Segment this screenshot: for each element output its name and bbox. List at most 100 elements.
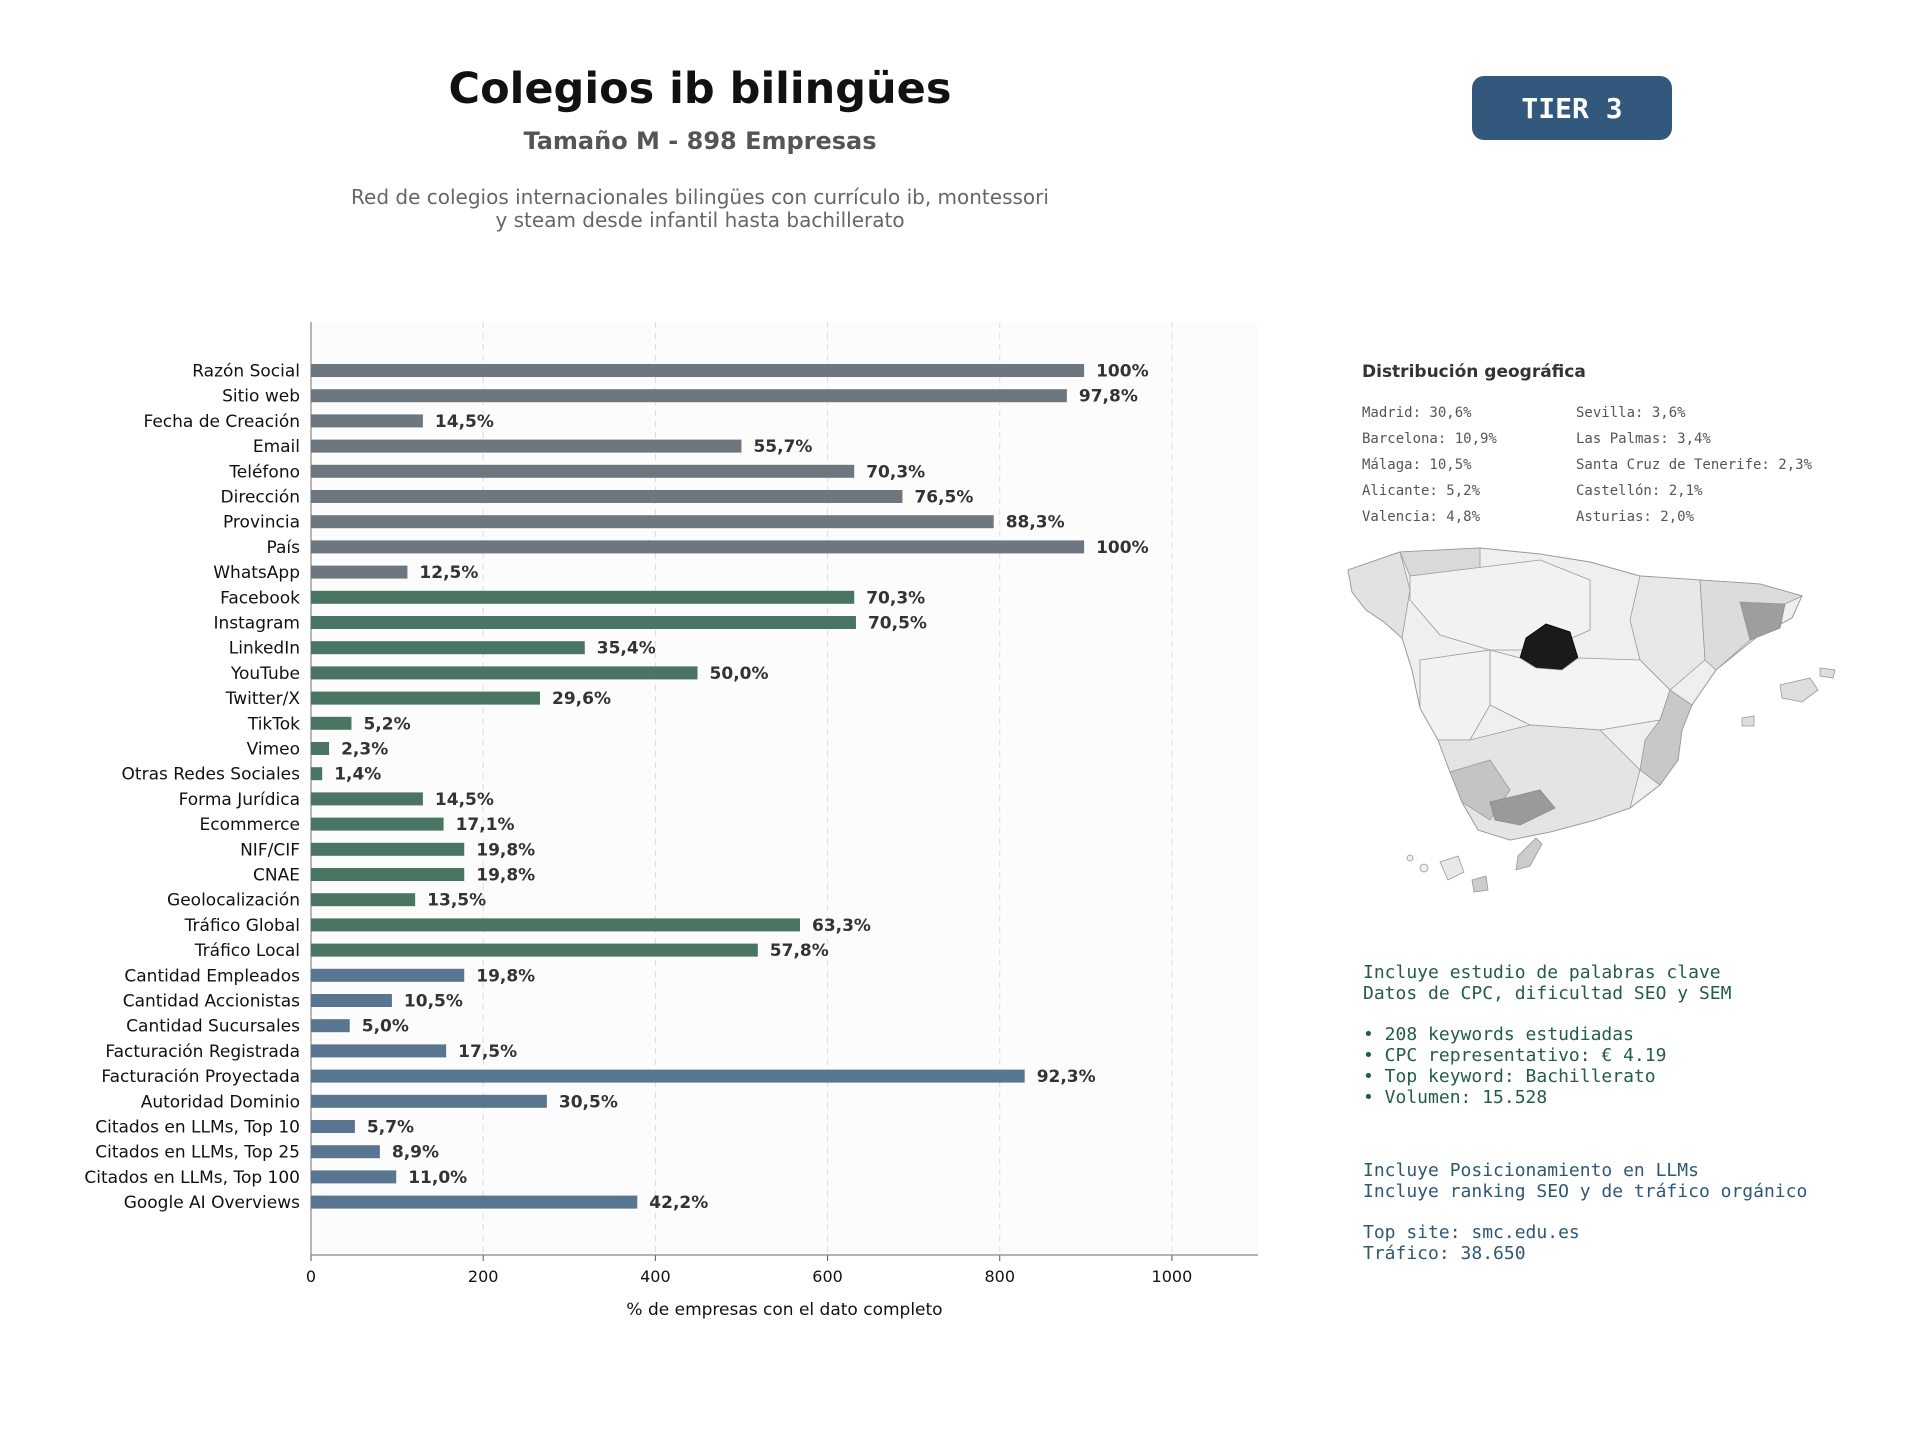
value-label: 70,3% bbox=[866, 588, 925, 608]
category-label: TikTok bbox=[247, 714, 300, 734]
geo-item: Alicante: 5,2% bbox=[1362, 483, 1481, 499]
value-label: 100% bbox=[1096, 362, 1149, 382]
bar bbox=[311, 968, 465, 982]
bar bbox=[311, 842, 465, 856]
value-label: 55,7% bbox=[753, 437, 812, 457]
bar bbox=[311, 616, 856, 629]
value-label: 100% bbox=[1096, 538, 1149, 558]
page-description: Red de colegios internacionales bilingüe… bbox=[0, 186, 1400, 232]
x-tick-label: 800 bbox=[984, 1267, 1015, 1286]
category-label: NIF/CIF bbox=[240, 840, 300, 860]
category-label: Tráfico Global bbox=[184, 916, 300, 936]
llm-traffic: Tráfico: 38.650 bbox=[1363, 1243, 1526, 1264]
map-canary-gran-canaria bbox=[1471, 875, 1489, 893]
map-region-valencia bbox=[1639, 689, 1693, 786]
keywords-info: Incluye estudio de palabras clave Datos … bbox=[1363, 962, 1731, 1108]
bar bbox=[311, 540, 1085, 554]
category-label: Cantidad Accionistas bbox=[123, 992, 300, 1012]
geo-item: Castellón: 2,1% bbox=[1576, 483, 1703, 499]
bar bbox=[311, 1044, 447, 1058]
keywords-bullet: • CPC representativo: € 4.19 bbox=[1363, 1045, 1667, 1066]
bar bbox=[311, 641, 585, 655]
category-label: YouTube bbox=[230, 664, 300, 684]
value-label: 30,5% bbox=[559, 1092, 618, 1112]
bar bbox=[311, 893, 416, 907]
category-label: Ecommerce bbox=[200, 815, 301, 835]
value-label: 8,9% bbox=[392, 1143, 439, 1163]
bar-chart: 0 200 400 600 800 1000 Razón Social 100% Sitio w… bbox=[84, 322, 1258, 1320]
bar bbox=[311, 439, 742, 453]
category-label: Instagram bbox=[214, 614, 301, 634]
category-label: Cantidad Sucursales bbox=[126, 1017, 300, 1037]
bar bbox=[311, 464, 855, 478]
value-label: 13,5% bbox=[427, 891, 486, 911]
category-label: Citados en LLMs, Top 10 bbox=[95, 1118, 300, 1138]
bar bbox=[311, 389, 1067, 403]
bar bbox=[311, 1195, 638, 1209]
keywords-bullet: • 208 keywords estudiadas bbox=[1363, 1024, 1634, 1045]
llm-top-site: Top site: smc.edu.es bbox=[1363, 1222, 1580, 1243]
map-canary-islet bbox=[1419, 863, 1429, 873]
value-label: 11,0% bbox=[408, 1168, 467, 1188]
category-label: Sitio web bbox=[222, 387, 300, 407]
category-label: Facturación Registrada bbox=[105, 1042, 300, 1062]
llm-info: Incluye Posicionamiento en LLMs Incluye … bbox=[1363, 1160, 1807, 1264]
category-label: Fecha de Creación bbox=[143, 412, 300, 432]
bar bbox=[311, 817, 444, 831]
category-label: CNAE bbox=[253, 866, 300, 886]
geo-item: Barcelona: 10,9% bbox=[1362, 431, 1497, 447]
bar bbox=[311, 364, 1085, 377]
bar bbox=[311, 414, 423, 428]
keywords-bullet: • Volumen: 15.528 bbox=[1363, 1087, 1548, 1108]
map-balearic-ibiza bbox=[1741, 715, 1755, 727]
category-label: Teléfono bbox=[228, 462, 300, 482]
value-label: 17,5% bbox=[458, 1042, 517, 1062]
bar bbox=[311, 994, 392, 1007]
page-title: Colegios ib bilingües bbox=[448, 64, 952, 114]
value-label: 14,5% bbox=[435, 790, 494, 810]
geo-item: Sevilla: 3,6% bbox=[1576, 405, 1686, 421]
map-region-galicia bbox=[1347, 551, 1411, 639]
category-label: Email bbox=[253, 437, 300, 457]
bar bbox=[311, 868, 465, 881]
bar bbox=[311, 792, 423, 806]
value-label: 70,3% bbox=[866, 462, 925, 482]
description-line-2: y steam desde infantil hasta bachillerat… bbox=[495, 208, 905, 232]
map-balearic-majorca bbox=[1779, 677, 1819, 703]
geo-item: Las Palmas: 3,4% bbox=[1576, 431, 1711, 447]
category-label: Razón Social bbox=[192, 362, 300, 382]
value-label: 57,8% bbox=[770, 941, 829, 961]
value-label: 5,7% bbox=[367, 1118, 414, 1138]
description-line-1: Red de colegios internacionales bilingüe… bbox=[351, 185, 1049, 209]
value-label: 5,0% bbox=[362, 1017, 409, 1037]
bar bbox=[311, 742, 330, 755]
geo-item: Málaga: 10,5% bbox=[1362, 457, 1472, 473]
category-label: Otras Redes Sociales bbox=[122, 765, 301, 785]
category-label: LinkedIn bbox=[229, 639, 300, 659]
category-label: Cantidad Empleados bbox=[124, 966, 300, 986]
keywords-line-2: Datos de CPC, dificultad SEO y SEM bbox=[1363, 983, 1732, 1004]
tier-badge: TIER 3 bbox=[1472, 76, 1672, 140]
value-label: 50,0% bbox=[710, 664, 769, 684]
category-label: Autoridad Dominio bbox=[141, 1092, 300, 1112]
bar bbox=[311, 1094, 547, 1108]
category-label: Twitter/X bbox=[225, 689, 301, 709]
x-tick-label: 0 bbox=[306, 1267, 316, 1286]
value-label: 1,4% bbox=[334, 765, 381, 785]
geo-item: Santa Cruz de Tenerife: 2,3% bbox=[1576, 457, 1813, 473]
value-label: 10,5% bbox=[404, 992, 463, 1012]
category-label: Dirección bbox=[221, 488, 300, 508]
value-label: 63,3% bbox=[812, 916, 871, 936]
map-region-catalonia bbox=[1699, 579, 1804, 671]
geo-item: Valencia: 4,8% bbox=[1362, 509, 1481, 525]
bar bbox=[311, 1170, 397, 1184]
category-label: Citados en LLMs, Top 25 bbox=[95, 1143, 300, 1163]
x-tick-label: 600 bbox=[812, 1267, 843, 1286]
category-label: País bbox=[267, 538, 301, 558]
map-canary-east bbox=[1515, 837, 1543, 871]
bar bbox=[311, 716, 352, 730]
llm-line-1: Incluye Posicionamiento en LLMs bbox=[1363, 1160, 1699, 1181]
bar bbox=[311, 1145, 380, 1159]
category-label: Citados en LLMs, Top 100 bbox=[84, 1168, 300, 1188]
category-label: Google AI Overviews bbox=[124, 1193, 300, 1213]
